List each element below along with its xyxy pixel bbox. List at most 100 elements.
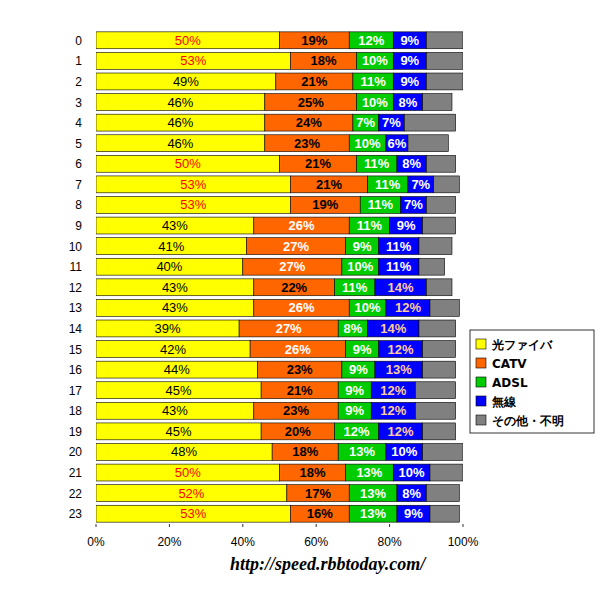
bar-segment (371, 382, 415, 399)
data-label: 43% (162, 280, 188, 295)
bar-segment (426, 197, 455, 214)
data-label: 7% (356, 115, 375, 130)
bar-segment (423, 444, 463, 461)
data-label: 6% (388, 136, 407, 151)
category-label: 22 (69, 487, 83, 501)
data-label: 53% (180, 177, 206, 192)
data-label: 44% (164, 362, 190, 377)
bar-segment (96, 505, 291, 522)
bar-segment (404, 114, 455, 131)
bar-segment (342, 258, 379, 275)
category-label: 6 (75, 157, 82, 171)
bar-segment (96, 238, 246, 255)
bar-segment (96, 382, 261, 399)
bar-segment (375, 361, 423, 378)
bar-segment (96, 94, 265, 111)
data-label: 46% (167, 115, 193, 130)
data-label: 25% (298, 95, 324, 110)
bar-segment (423, 361, 456, 378)
data-label: 7% (404, 197, 423, 212)
bar-segment (393, 32, 426, 49)
data-label: 41% (158, 239, 184, 254)
bar-segment (360, 197, 400, 214)
bar-segment (408, 135, 448, 152)
bar-segment (250, 341, 345, 358)
tick-label: 60% (304, 535, 328, 549)
data-label: 43% (162, 218, 188, 233)
bar-segment (96, 444, 272, 461)
bar-segment (379, 423, 423, 440)
legend-label: 光ファイバ (491, 338, 553, 352)
bar-segment (393, 94, 422, 111)
bar-segment (346, 464, 394, 481)
data-label: 10% (347, 259, 373, 274)
bar-segment (419, 258, 445, 275)
bar-segment (335, 279, 375, 296)
tick-mark (463, 524, 464, 527)
tick-mark (316, 524, 317, 527)
bar-segment (346, 238, 379, 255)
category-label: 23 (69, 507, 83, 521)
data-label: 11% (368, 197, 394, 212)
data-label: 18% (311, 53, 337, 68)
data-label: 21% (287, 383, 313, 398)
bar-segment (393, 73, 426, 90)
legend-swatch (476, 358, 486, 368)
category-label: 2 (75, 75, 82, 89)
legend-swatch (476, 396, 486, 406)
category-label: 9 (75, 219, 82, 233)
bar-segment (423, 423, 456, 440)
bar-segment (426, 155, 455, 172)
data-label: 42% (160, 342, 186, 357)
bar-segment (261, 423, 334, 440)
bar-segment (423, 94, 452, 111)
legend-label: 無線 (491, 395, 517, 409)
data-label: 50% (175, 156, 201, 171)
bar-segment (265, 135, 349, 152)
data-label: 48% (171, 444, 197, 459)
bar-segment (357, 52, 394, 69)
category-label: 18 (69, 404, 83, 418)
bar-segment (390, 217, 423, 234)
bar-segment (401, 197, 427, 214)
bar-segment (379, 114, 405, 131)
category-label: 21 (69, 466, 83, 480)
bar-segment (239, 320, 338, 337)
data-labels: 50%53%49%46%46%46%50%53%53%43%41%40%43%4… (155, 33, 431, 521)
data-label: 21% (316, 177, 342, 192)
bar-segment (349, 135, 386, 152)
bar-segment (243, 258, 342, 275)
data-label: 23% (283, 403, 309, 418)
bars (96, 32, 463, 522)
data-label: 11% (342, 280, 368, 295)
bar-segment (261, 382, 338, 399)
data-label: 9% (345, 403, 364, 418)
tick-label: 100% (448, 535, 479, 549)
category-label: 19 (69, 425, 83, 439)
bar-segment (96, 258, 243, 275)
category-label: 15 (69, 343, 83, 357)
bar-segment (353, 73, 393, 90)
data-label: 12% (388, 342, 414, 357)
bar-segment (291, 505, 350, 522)
bar-segment (346, 341, 379, 358)
legend: 光ファイバCATVADSL無線その他・不明 (470, 330, 594, 433)
category-label: 7 (75, 178, 82, 192)
tick-label: 80% (378, 535, 402, 549)
legend-swatch (476, 377, 486, 387)
bar-segment (397, 505, 430, 522)
bar-segment (415, 382, 455, 399)
category-label: 20 (69, 445, 83, 459)
bar-segment (287, 485, 349, 502)
bar-segment (276, 73, 353, 90)
bar-segment (291, 176, 368, 193)
bar-segment (96, 197, 291, 214)
bar-segment (349, 505, 397, 522)
data-label: 8% (402, 156, 421, 171)
bar-segment (349, 485, 397, 502)
bar-segment (426, 52, 463, 69)
legend-label: その他・不明 (492, 414, 564, 428)
data-label: 11% (386, 259, 412, 274)
tick-mark (389, 524, 390, 527)
data-label: 12% (388, 424, 414, 439)
